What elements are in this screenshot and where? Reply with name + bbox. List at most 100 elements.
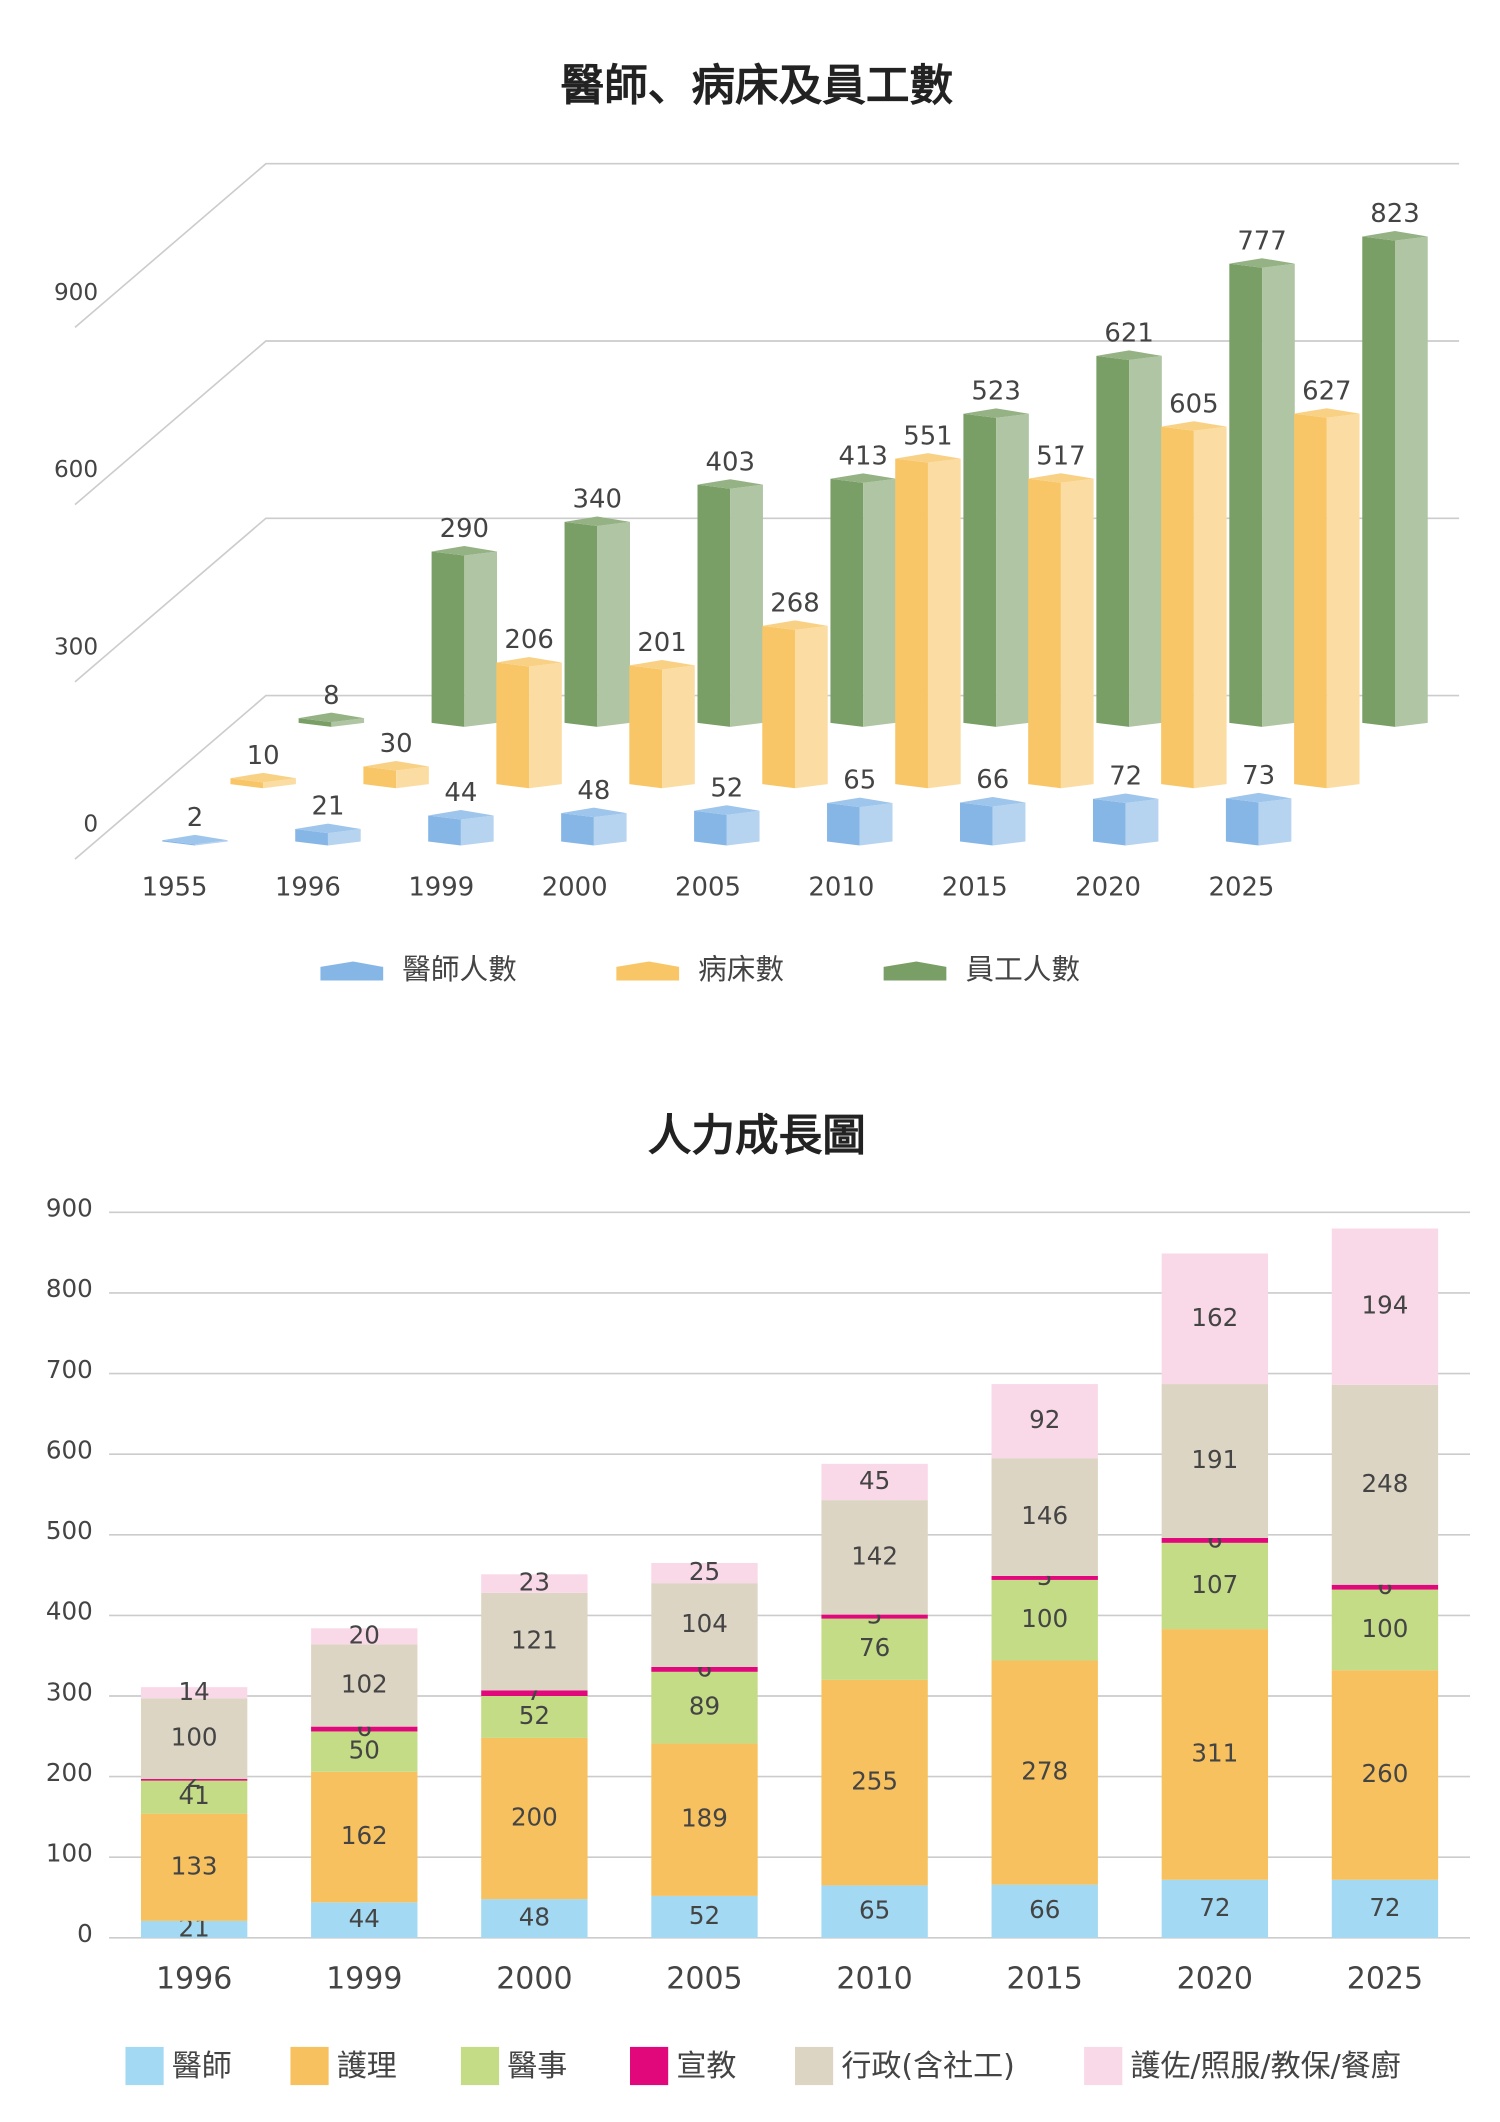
data-label: 76 (859, 1633, 890, 1662)
bar (1092, 793, 1159, 846)
bar-face (460, 815, 494, 846)
data-label: 66 (1029, 1895, 1060, 1924)
data-label: 45 (859, 1466, 890, 1495)
bar-face (1225, 798, 1259, 846)
data-label: 290 (440, 514, 489, 544)
bar-face (295, 829, 328, 846)
bar-face (697, 484, 731, 727)
legend-swatch (616, 961, 680, 981)
x-tick-label: 1999 (326, 1962, 402, 1997)
data-label: 52 (519, 1701, 550, 1730)
y-tick-label: 0 (77, 1919, 93, 1948)
data-label: 41 (179, 1781, 210, 1810)
data-label: 248 (1362, 1469, 1409, 1498)
bar (895, 453, 961, 789)
bar-segment (311, 1731, 418, 1772)
bar-segment (481, 1696, 588, 1738)
bar-face (960, 802, 993, 846)
bar-segment (311, 1644, 418, 1727)
y-tick-label: 600 (54, 456, 98, 483)
data-label: 66 (976, 765, 1009, 795)
bar-face (564, 521, 598, 727)
data-label: 2 (187, 803, 203, 833)
y-tick-label: 700 (46, 1355, 93, 1384)
bar-face (629, 665, 663, 789)
y-tick-label: 300 (46, 1677, 93, 1706)
bar (230, 772, 296, 789)
bar-face (629, 659, 695, 670)
bar-face (597, 521, 630, 727)
data-label: 100 (171, 1723, 218, 1752)
bar (1096, 350, 1162, 727)
bar-face (1161, 421, 1227, 431)
bar-segment (481, 1899, 588, 1938)
bar-segment (1331, 1670, 1439, 1880)
data-label: 104 (681, 1609, 728, 1638)
bar-face (363, 766, 397, 789)
bar-segment (991, 1575, 1098, 1580)
bar-face (726, 810, 760, 846)
bar-segment (1161, 1879, 1269, 1938)
data-label: 10 (247, 741, 280, 771)
data-label: 89 (689, 1692, 720, 1721)
bar-segment (140, 1698, 248, 1780)
data-label: 413 (838, 441, 887, 471)
bar-segment (651, 1895, 758, 1938)
data-label: 72 (1369, 1893, 1400, 1922)
bar (963, 408, 1029, 727)
bar (561, 807, 627, 846)
bar (431, 546, 498, 727)
y-tick-label: 400 (46, 1597, 93, 1626)
bar-segment (1331, 1228, 1439, 1385)
legend-swatch (1084, 2046, 1123, 2086)
data-label: 605 (1169, 389, 1218, 419)
chart-title: 醫師、病床及員工數 (560, 62, 953, 112)
legend-swatch (320, 961, 384, 981)
bar-face (162, 834, 228, 845)
data-label: 146 (1021, 1501, 1068, 1530)
data-label: 191 (1191, 1445, 1238, 1474)
bar-face (1262, 263, 1295, 727)
data-label: 72 (1199, 1893, 1230, 1922)
bar-face (1028, 478, 1061, 789)
bar-segment (311, 1771, 418, 1903)
bar-segment (651, 1583, 758, 1667)
bar (162, 834, 228, 846)
bar-segment (311, 1726, 418, 1732)
bar-segment (821, 1500, 928, 1615)
bar-face (963, 408, 1029, 418)
x-tick-label: 2010 (808, 872, 874, 902)
x-tick-label: 1996 (156, 1962, 232, 1997)
bar-face (863, 478, 896, 727)
x-tick-label: 2025 (1209, 872, 1275, 902)
bar (1294, 408, 1360, 789)
bar-face (895, 453, 961, 463)
bar-face (895, 458, 928, 789)
data-label: 260 (1362, 1759, 1409, 1788)
bar-face (195, 840, 228, 846)
bar-face (1060, 478, 1094, 789)
data-label: 72 (1109, 762, 1142, 792)
data-label: 14 (179, 1677, 210, 1706)
bar-segment (1331, 1584, 1439, 1590)
bar-segment (481, 1737, 588, 1900)
bar-face (827, 797, 893, 808)
bar-face (363, 761, 429, 771)
bar (830, 473, 896, 727)
legend-swatch (630, 2046, 669, 2086)
grid-line (74, 340, 1460, 506)
bar-segment (651, 1671, 758, 1744)
data-label: 162 (1191, 1303, 1238, 1332)
legend-label: 醫師人數 (402, 952, 517, 986)
bar-face (1028, 473, 1094, 483)
data-label: 162 (341, 1821, 388, 1850)
bar-segment (991, 1384, 1098, 1459)
bar-segment (1161, 1542, 1269, 1630)
bar (697, 479, 763, 727)
bar-segment (1161, 1384, 1269, 1539)
x-tick-label: 1996 (275, 872, 341, 902)
bar (827, 797, 893, 846)
data-label: 627 (1302, 376, 1351, 406)
x-tick-label: 2020 (1177, 1962, 1253, 1997)
